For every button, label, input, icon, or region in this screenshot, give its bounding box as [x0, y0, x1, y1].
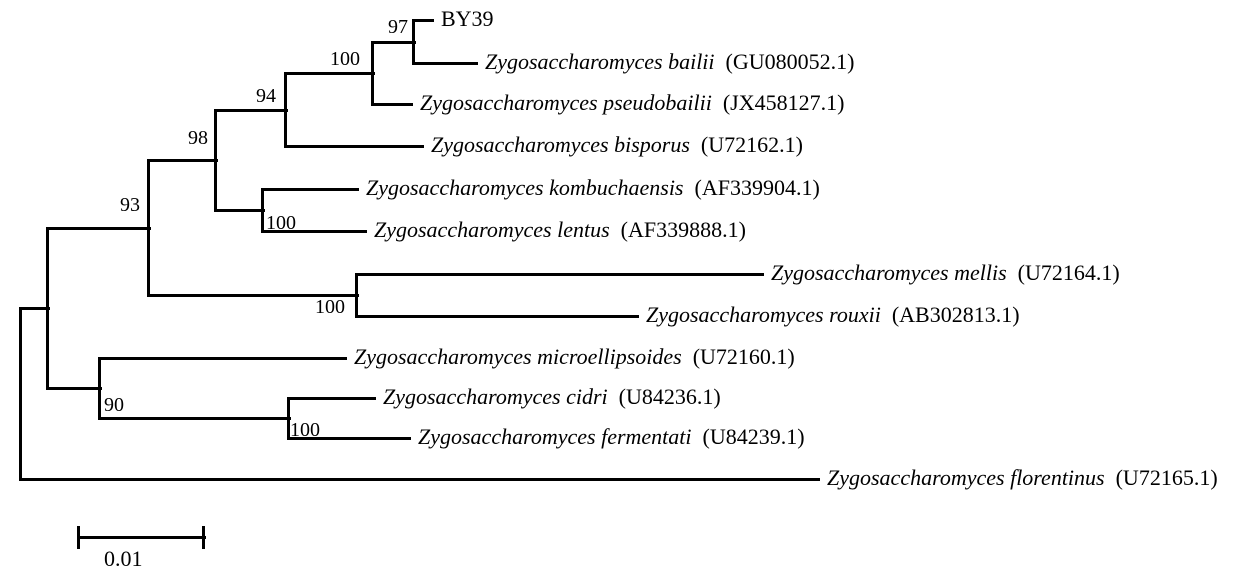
branch-horizontal — [285, 145, 424, 148]
taxon-label: Zygosaccharomyces microellipsoides (U721… — [354, 346, 795, 368]
branch-horizontal — [47, 387, 102, 390]
accession-number: (AB302813.1) — [892, 302, 1020, 327]
accession-number: (U72165.1) — [1116, 465, 1218, 490]
bootstrap-value: 100 — [290, 420, 320, 440]
species-name: Zygosaccharomyces florentinus — [827, 465, 1105, 490]
species-name: Zygosaccharomyces bailii — [485, 49, 715, 74]
bootstrap-value: 100 — [266, 213, 296, 233]
taxon-label: Zygosaccharomyces cidri (U84236.1) — [383, 386, 721, 408]
bootstrap-value: 100 — [315, 297, 345, 317]
taxon-label: Zygosaccharomyces fermentati (U84239.1) — [418, 426, 805, 448]
accession-number: (AF339888.1) — [621, 217, 746, 242]
taxon-label: Zygosaccharomyces lentus (AF339888.1) — [374, 219, 746, 241]
branch-horizontal — [78, 536, 206, 539]
species-name: Zygosaccharomyces microellipsoides — [354, 344, 682, 369]
taxon-label: Zygosaccharomyces kombuchaensis (AF33990… — [366, 177, 820, 199]
accession-number: (JX458127.1) — [723, 90, 845, 115]
species-name: Zygosaccharomyces rouxii — [646, 302, 881, 327]
branch-vertical — [202, 526, 205, 549]
strain-name: BY39 — [441, 6, 494, 31]
phylogenetic-tree: BY39 Zygosaccharomyces bailii (GU080052.1… — [0, 0, 1240, 583]
species-name: Zygosaccharomyces mellis — [771, 260, 1007, 285]
branch-horizontal — [99, 357, 347, 360]
bootstrap-value: 100 — [330, 49, 360, 69]
branch-horizontal — [288, 397, 376, 400]
species-name: Zygosaccharomyces bisporus — [431, 132, 690, 157]
species-name: Zygosaccharomyces lentus — [374, 217, 610, 242]
branch-horizontal — [47, 227, 151, 230]
branch-horizontal — [372, 41, 416, 44]
accession-number: (GU080052.1) — [726, 49, 855, 74]
species-name: Zygosaccharomyces cidri — [383, 384, 608, 409]
accession-number: (U84239.1) — [703, 424, 805, 449]
branch-horizontal — [148, 159, 218, 162]
bootstrap-value: 93 — [120, 195, 140, 215]
species-name: Zygosaccharomyces fermentati — [418, 424, 692, 449]
accession-number: (U84236.1) — [619, 384, 721, 409]
species-name: Zygosaccharomyces pseudobailii — [420, 90, 712, 115]
taxon-label: Zygosaccharomyces bisporus (U72162.1) — [431, 134, 803, 156]
bootstrap-value: 98 — [188, 128, 208, 148]
branch-horizontal — [356, 273, 764, 276]
branch-horizontal — [215, 109, 288, 112]
branch-horizontal — [413, 62, 478, 65]
branch-horizontal — [285, 72, 375, 75]
taxon-label: BY39 — [441, 8, 494, 30]
accession-number: (U72164.1) — [1018, 260, 1120, 285]
bootstrap-value: 90 — [104, 395, 124, 415]
branch-horizontal — [20, 307, 50, 310]
taxon-label: Zygosaccharomyces pseudobailii (JX458127… — [420, 92, 844, 114]
accession-number: (U72160.1) — [693, 344, 795, 369]
branch-horizontal — [372, 103, 413, 106]
bootstrap-value: 94 — [256, 86, 276, 106]
branch-horizontal — [20, 478, 820, 481]
branch-horizontal — [215, 209, 265, 212]
branch-horizontal — [262, 188, 359, 191]
species-name: Zygosaccharomyces kombuchaensis — [366, 175, 684, 200]
bootstrap-value: 97 — [388, 17, 408, 37]
taxon-label: Zygosaccharomyces florentinus (U72165.1) — [827, 467, 1218, 489]
taxon-label: Zygosaccharomyces bailii (GU080052.1) — [485, 51, 854, 73]
taxon-label: Zygosaccharomyces mellis (U72164.1) — [771, 262, 1120, 284]
branch-vertical — [19, 307, 22, 481]
scale-bar-label: 0.01 — [104, 548, 143, 570]
accession-number: (U72162.1) — [701, 132, 803, 157]
taxon-label: Zygosaccharomyces rouxii (AB302813.1) — [646, 304, 1020, 326]
branch-horizontal — [99, 417, 291, 420]
branch-horizontal — [356, 315, 639, 318]
branch-vertical — [77, 526, 80, 549]
branch-horizontal — [413, 19, 434, 22]
accession-number: (AF339904.1) — [695, 175, 820, 200]
